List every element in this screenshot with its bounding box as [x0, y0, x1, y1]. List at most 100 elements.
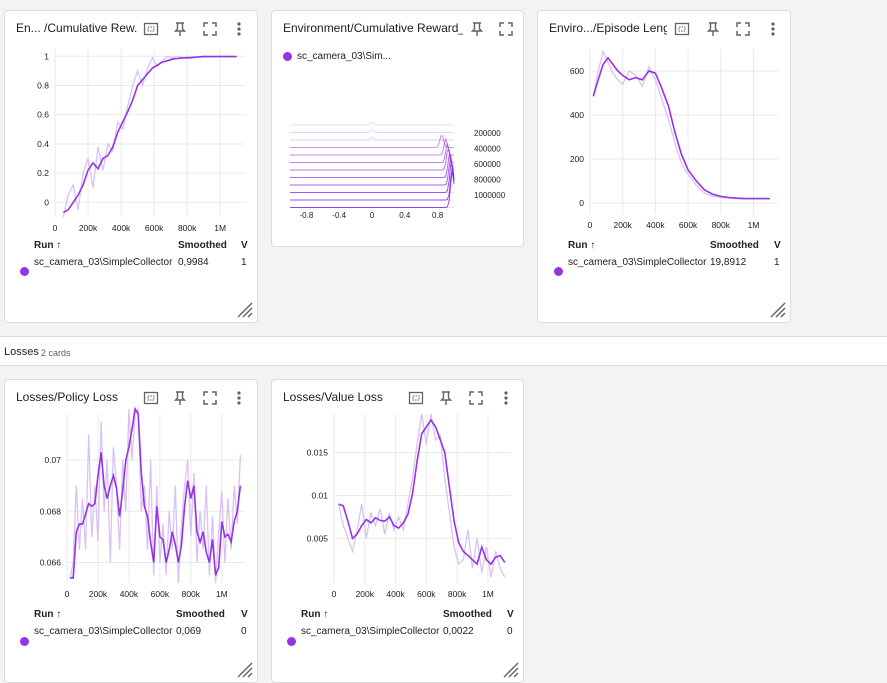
chart-plot[interactable]: 0.005 0.01 0.015 0 200k 400k 600k 800k 1M	[272, 380, 525, 605]
y-tick-label: 400	[570, 110, 584, 120]
card-title: Losses/Policy Loss	[16, 390, 119, 404]
histogram-slice	[290, 154, 455, 178]
run-name: sc_camera_03\SimpleCollector	[34, 257, 173, 268]
y-tick-label: 0.07	[44, 455, 61, 465]
fit-to-data-icon[interactable]	[673, 20, 691, 38]
x-tick-label: 0	[53, 223, 58, 233]
value-header[interactable]: V	[507, 609, 514, 620]
resize-handle-icon[interactable]	[233, 298, 253, 318]
histogram-slice	[290, 136, 454, 141]
y-tick-label: 0	[44, 197, 49, 207]
pin-icon[interactable]	[171, 20, 189, 38]
x-tick-label: 800k	[182, 589, 201, 599]
pin-icon[interactable]	[468, 20, 486, 38]
fit-to-data-icon[interactable]	[142, 389, 160, 407]
histogram-slice	[290, 135, 454, 148]
y-tick-label: 0.8	[37, 81, 49, 91]
card-episode-length: Enviro.../Episode Length 0 200 400 600 0 200k…	[537, 10, 791, 323]
x-tick-label: 1M	[216, 589, 228, 599]
card-value-loss: Losses/Value Loss 0.005 0.01 0.015 0 200k 400…	[271, 379, 524, 683]
step-tick-label: 800000	[474, 176, 501, 185]
more-vert-icon[interactable]	[497, 389, 515, 407]
legend-item[interactable]: sc_camera_03\Sim...	[283, 51, 391, 62]
more-vert-icon[interactable]	[230, 20, 248, 38]
raw-value: 1	[774, 257, 780, 268]
y-tick-label: 600	[570, 66, 584, 76]
run-header[interactable]: Run ↑	[34, 240, 62, 251]
y-tick-label: 0.4	[37, 139, 49, 149]
run-header[interactable]: Run ↑	[34, 609, 62, 620]
value-header[interactable]: V	[241, 240, 248, 251]
histogram-plot[interactable]: 200000 400000 600000 800000 1000000 -0.8 -0.4 0…	[272, 11, 525, 248]
histogram-slice	[290, 149, 455, 171]
step-tick-label: 1000000	[474, 191, 506, 200]
card-reward-histogram: Environment/Cumulative Reward_hist sc_ca…	[271, 10, 524, 247]
card-title: Losses/Value Loss	[283, 390, 383, 404]
run-color-dot	[20, 267, 29, 276]
fullscreen-icon[interactable]	[734, 20, 752, 38]
smoothed-series-line	[70, 406, 242, 579]
card-title: En... /Cumulative Rew...	[16, 21, 138, 35]
fullscreen-icon[interactable]	[467, 389, 485, 407]
fit-to-data-icon[interactable]	[142, 20, 160, 38]
y-tick-label: 0.6	[37, 110, 49, 120]
raw-value: 0	[507, 626, 513, 637]
resize-handle-icon[interactable]	[233, 658, 253, 678]
fullscreen-icon[interactable]	[497, 20, 515, 38]
resize-handle-icon[interactable]	[766, 298, 786, 318]
x-tick-label: 200k	[356, 589, 375, 599]
card-cumulative-reward: En... /Cumulative Rew... 0 0.2 0.4 0.6 0.8 1 0…	[4, 10, 258, 323]
losses-section-header[interactable]: Losses 2 cards	[0, 336, 887, 366]
run-color-dot	[20, 637, 29, 646]
card-policy-loss: Losses/Policy Loss 0.066 0.068 0.07 0 200k 40…	[4, 379, 258, 683]
y-tick-label: 0.015	[307, 448, 329, 458]
x-tick-label: 800k	[448, 589, 467, 599]
legend-label: sc_camera_03\Sim...	[297, 51, 391, 62]
section-card-count: 2 cards	[41, 348, 71, 358]
pin-icon[interactable]	[171, 389, 189, 407]
run-color-dot	[554, 267, 563, 276]
raw-value: 1	[241, 257, 247, 268]
chart-plot[interactable]: 0 200 400 600 0 200k 400k 600k 800k 1M	[538, 11, 792, 241]
card-title: Enviro.../Episode Length	[549, 21, 667, 35]
x-tick-label: 400k	[112, 223, 131, 233]
x-tick-label: 400k	[646, 220, 665, 230]
value-header[interactable]: V	[774, 240, 781, 251]
pin-icon[interactable]	[437, 389, 455, 407]
fullscreen-icon[interactable]	[201, 389, 219, 407]
y-tick-label: 0.068	[40, 506, 62, 516]
fit-to-data-icon[interactable]	[407, 389, 425, 407]
run-header[interactable]: Run ↑	[301, 609, 329, 620]
smoothed-header[interactable]: Smoothed	[710, 240, 759, 251]
x-tick-label: 1M	[748, 220, 760, 230]
x-tick-label: 600k	[417, 589, 436, 599]
resize-handle-icon[interactable]	[499, 658, 519, 678]
step-tick-label: 400000	[474, 145, 501, 154]
card-title: Environment/Cumulative Reward_hist	[283, 21, 463, 35]
run-name: sc_camera_03\SimpleCollector	[301, 626, 440, 637]
smoothed-value: 0,9984	[178, 257, 209, 268]
run-header[interactable]: Run ↑	[568, 240, 596, 251]
x-tick-label: 200k	[613, 220, 632, 230]
x-tick-label: 800k	[178, 223, 197, 233]
histogram-slice	[290, 170, 455, 208]
chart-plot[interactable]: 0.066 0.068 0.07 0 200k 400k 600k 800k 1M	[5, 380, 259, 605]
step-tick-label: 200000	[474, 129, 501, 138]
smoothed-series-line	[338, 418, 506, 566]
more-vert-icon[interactable]	[230, 389, 248, 407]
more-vert-icon[interactable]	[764, 20, 782, 38]
y-tick-label: 0.066	[40, 558, 62, 568]
chart-plot[interactable]: 0 0.2 0.4 0.6 0.8 1 0 200k 400k 600k 800k 1M	[5, 11, 259, 241]
smoothed-header[interactable]: Smoothed	[176, 609, 225, 620]
x-tick-label: 600k	[679, 220, 698, 230]
pin-icon[interactable]	[704, 20, 722, 38]
run-name: sc_camera_03\SimpleCollector	[34, 626, 173, 637]
smoothed-header[interactable]: Smoothed	[178, 240, 227, 251]
smoothed-header[interactable]: Smoothed	[443, 609, 492, 620]
x-tick-label: 0	[65, 589, 70, 599]
fullscreen-icon[interactable]	[201, 20, 219, 38]
x-tick-label: 0	[588, 220, 593, 230]
value-header[interactable]: V	[241, 609, 248, 620]
y-tick-label: 200	[570, 154, 584, 164]
histogram-slice	[290, 137, 454, 156]
